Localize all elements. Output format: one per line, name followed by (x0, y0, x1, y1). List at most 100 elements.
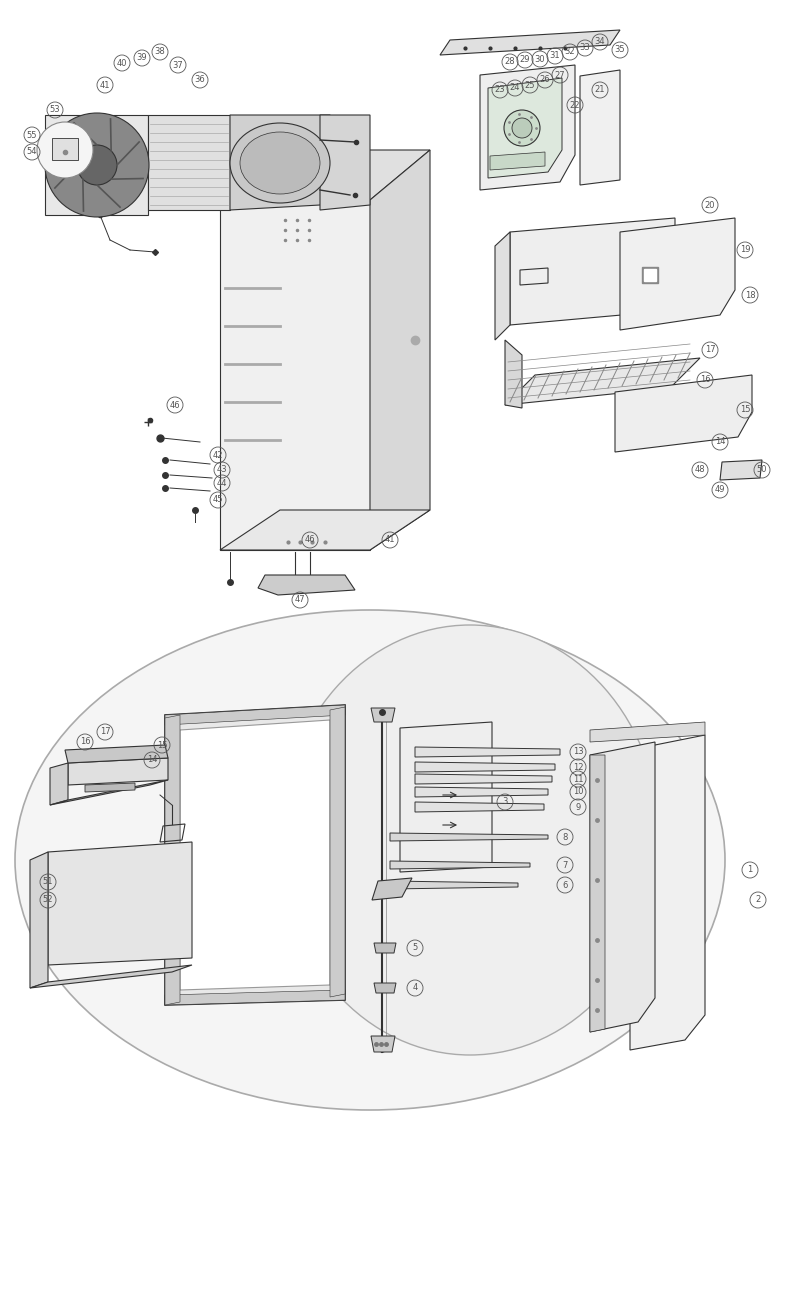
Polygon shape (52, 138, 78, 160)
Ellipse shape (15, 610, 725, 1110)
Polygon shape (615, 374, 752, 452)
Text: 10: 10 (573, 788, 583, 797)
Text: 15: 15 (740, 406, 750, 415)
Circle shape (77, 146, 117, 185)
Polygon shape (415, 802, 544, 812)
Polygon shape (390, 881, 518, 889)
Polygon shape (620, 218, 735, 330)
Polygon shape (165, 705, 345, 1005)
Polygon shape (220, 150, 430, 200)
Text: 20: 20 (705, 200, 715, 209)
Polygon shape (371, 708, 395, 722)
Text: 43: 43 (217, 465, 227, 474)
Text: 17: 17 (705, 346, 715, 355)
Text: 17: 17 (100, 728, 110, 737)
Text: 51: 51 (42, 878, 54, 887)
Circle shape (504, 111, 540, 146)
Text: 55: 55 (26, 130, 38, 139)
Text: 35: 35 (614, 46, 626, 55)
Polygon shape (180, 720, 330, 991)
Text: 27: 27 (554, 70, 566, 79)
Polygon shape (148, 114, 230, 211)
Text: 42: 42 (213, 451, 223, 459)
Polygon shape (371, 1036, 395, 1052)
Polygon shape (50, 780, 168, 805)
Polygon shape (230, 114, 350, 211)
Text: 41: 41 (100, 81, 110, 90)
Ellipse shape (240, 133, 320, 194)
Text: 46: 46 (305, 536, 315, 545)
Circle shape (512, 118, 532, 138)
Text: 6: 6 (562, 880, 568, 889)
Text: 33: 33 (580, 43, 590, 52)
Text: 8: 8 (562, 832, 568, 841)
Text: 39: 39 (137, 53, 147, 62)
Text: 28: 28 (505, 57, 515, 66)
Polygon shape (370, 150, 430, 550)
Polygon shape (258, 575, 355, 595)
Text: 18: 18 (745, 290, 755, 299)
Polygon shape (590, 742, 655, 1032)
Text: 53: 53 (50, 105, 60, 114)
Polygon shape (165, 715, 180, 1005)
Polygon shape (415, 774, 552, 784)
Text: 13: 13 (573, 747, 583, 757)
Polygon shape (630, 734, 705, 1050)
Polygon shape (505, 358, 700, 406)
Polygon shape (320, 114, 370, 211)
Polygon shape (440, 30, 620, 55)
Polygon shape (50, 763, 68, 805)
Text: 5: 5 (412, 944, 418, 953)
Text: 21: 21 (594, 86, 606, 95)
Text: 52: 52 (42, 896, 54, 905)
Text: 41: 41 (385, 536, 395, 545)
Polygon shape (65, 745, 168, 763)
Polygon shape (45, 114, 148, 214)
Polygon shape (30, 852, 48, 988)
Polygon shape (372, 878, 412, 900)
Text: 30: 30 (534, 55, 546, 64)
Polygon shape (48, 842, 192, 965)
Polygon shape (510, 218, 675, 325)
Polygon shape (220, 510, 430, 550)
Text: 1: 1 (747, 866, 753, 875)
Polygon shape (590, 722, 705, 742)
Polygon shape (490, 152, 545, 170)
Polygon shape (488, 78, 562, 178)
Polygon shape (400, 722, 492, 872)
Polygon shape (30, 965, 192, 988)
Polygon shape (374, 983, 396, 993)
Polygon shape (720, 460, 762, 480)
Text: 47: 47 (294, 595, 306, 604)
Text: 31: 31 (550, 52, 560, 61)
Text: 25: 25 (525, 81, 535, 90)
Polygon shape (480, 65, 575, 190)
Circle shape (45, 113, 149, 217)
Text: 26: 26 (540, 75, 550, 84)
Text: 16: 16 (80, 737, 90, 746)
Text: 40: 40 (117, 58, 127, 68)
Text: 36: 36 (194, 75, 206, 84)
Text: 4: 4 (412, 984, 418, 992)
Text: 24: 24 (510, 83, 520, 92)
Text: 14: 14 (146, 755, 158, 764)
Text: 12: 12 (573, 763, 583, 771)
Text: 49: 49 (714, 485, 726, 494)
Polygon shape (505, 341, 522, 408)
Text: 19: 19 (740, 246, 750, 255)
Text: 37: 37 (173, 61, 183, 69)
Polygon shape (330, 707, 345, 997)
Polygon shape (68, 758, 168, 785)
Polygon shape (165, 705, 345, 725)
Text: 44: 44 (217, 478, 227, 488)
Ellipse shape (280, 625, 660, 1056)
Text: 23: 23 (494, 86, 506, 95)
Text: 50: 50 (757, 465, 767, 474)
Polygon shape (590, 755, 605, 1032)
Text: 15: 15 (157, 741, 167, 750)
Text: 54: 54 (26, 147, 38, 156)
Polygon shape (495, 231, 510, 341)
Polygon shape (415, 747, 560, 757)
Polygon shape (390, 861, 530, 868)
Polygon shape (165, 991, 345, 1005)
